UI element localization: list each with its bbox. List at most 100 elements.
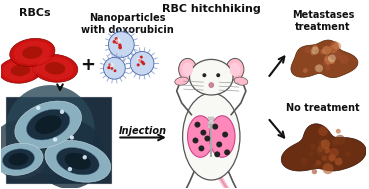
Circle shape — [300, 158, 308, 165]
Circle shape — [118, 46, 122, 49]
Circle shape — [202, 73, 206, 77]
Circle shape — [332, 139, 338, 146]
Circle shape — [316, 160, 321, 166]
Circle shape — [224, 149, 230, 155]
Ellipse shape — [11, 64, 30, 76]
Circle shape — [324, 152, 335, 163]
Circle shape — [324, 57, 332, 65]
Text: +: + — [80, 56, 95, 74]
Circle shape — [53, 137, 57, 142]
Ellipse shape — [230, 62, 241, 76]
Circle shape — [316, 147, 325, 156]
Ellipse shape — [226, 58, 244, 80]
Bar — [208, 117, 214, 120]
Circle shape — [325, 65, 331, 70]
Circle shape — [310, 144, 316, 150]
Circle shape — [330, 148, 339, 157]
Ellipse shape — [3, 149, 34, 170]
Circle shape — [312, 45, 318, 50]
Circle shape — [142, 62, 145, 65]
Ellipse shape — [187, 116, 213, 157]
Circle shape — [139, 60, 142, 63]
Circle shape — [323, 61, 327, 65]
Circle shape — [328, 154, 336, 161]
Circle shape — [108, 66, 110, 69]
Ellipse shape — [209, 116, 235, 157]
Polygon shape — [291, 40, 358, 78]
Circle shape — [200, 130, 206, 136]
Circle shape — [113, 40, 116, 43]
Circle shape — [324, 55, 330, 61]
Circle shape — [60, 110, 64, 114]
Circle shape — [110, 67, 113, 70]
Bar — [208, 125, 214, 128]
Circle shape — [303, 68, 308, 73]
Circle shape — [194, 122, 200, 128]
Text: Metastases
treatment: Metastases treatment — [292, 10, 354, 32]
Ellipse shape — [0, 143, 43, 175]
Circle shape — [115, 38, 121, 43]
Circle shape — [335, 135, 345, 145]
Ellipse shape — [190, 59, 233, 95]
Circle shape — [199, 145, 204, 151]
Circle shape — [339, 55, 349, 64]
Text: RBC hitchhiking: RBC hitchhiking — [162, 4, 261, 14]
Circle shape — [214, 151, 220, 157]
Circle shape — [335, 158, 342, 165]
Circle shape — [193, 138, 199, 143]
Circle shape — [222, 132, 228, 138]
Circle shape — [310, 50, 315, 55]
Ellipse shape — [182, 62, 193, 76]
Circle shape — [118, 46, 122, 49]
Circle shape — [108, 63, 111, 66]
Circle shape — [115, 37, 118, 40]
Ellipse shape — [8, 153, 28, 166]
Circle shape — [209, 83, 214, 88]
Circle shape — [318, 140, 326, 148]
Ellipse shape — [37, 57, 74, 80]
Text: No treatment: No treatment — [286, 103, 360, 113]
Circle shape — [334, 42, 341, 50]
Circle shape — [130, 51, 154, 75]
Circle shape — [68, 167, 72, 171]
Ellipse shape — [14, 41, 51, 64]
Circle shape — [216, 73, 220, 77]
Text: RBCs: RBCs — [20, 8, 51, 18]
Circle shape — [323, 163, 334, 174]
Ellipse shape — [183, 93, 240, 180]
Circle shape — [331, 41, 338, 49]
Circle shape — [328, 54, 336, 62]
Circle shape — [345, 151, 351, 157]
Text: Nanoparticles
with doxorubicin: Nanoparticles with doxorubicin — [81, 13, 174, 35]
Ellipse shape — [32, 54, 78, 82]
Circle shape — [114, 69, 116, 72]
Ellipse shape — [175, 77, 189, 85]
Circle shape — [336, 129, 341, 134]
Bar — [6, 97, 113, 184]
Circle shape — [321, 139, 330, 149]
Circle shape — [36, 106, 41, 110]
Circle shape — [137, 63, 140, 67]
Circle shape — [330, 59, 335, 64]
Circle shape — [137, 57, 141, 62]
Circle shape — [216, 141, 222, 147]
Circle shape — [324, 147, 330, 153]
Circle shape — [304, 47, 311, 53]
Ellipse shape — [179, 58, 196, 80]
Circle shape — [107, 66, 110, 69]
Circle shape — [331, 41, 339, 49]
Circle shape — [108, 32, 134, 57]
Circle shape — [6, 85, 94, 174]
Text: Injection: Injection — [119, 125, 167, 136]
Circle shape — [204, 136, 210, 141]
Circle shape — [311, 46, 319, 54]
Circle shape — [0, 120, 50, 179]
Circle shape — [332, 51, 341, 60]
Circle shape — [70, 135, 74, 140]
Circle shape — [317, 146, 323, 152]
Ellipse shape — [65, 153, 91, 170]
Circle shape — [322, 46, 331, 55]
Circle shape — [140, 56, 143, 59]
Circle shape — [313, 163, 317, 168]
Ellipse shape — [45, 62, 65, 75]
